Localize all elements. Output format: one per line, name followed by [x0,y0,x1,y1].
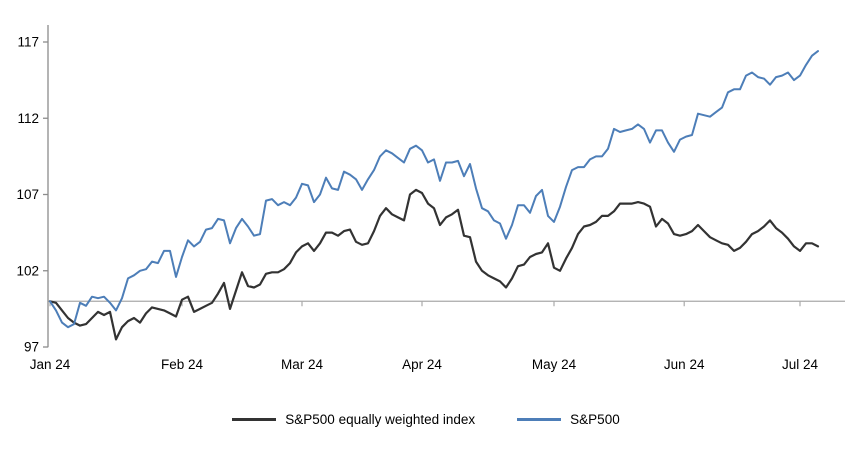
y-tick-label: 102 [16,263,39,278]
x-tick-label: Jan 24 [30,357,71,372]
legend-item-equal-weight: S&P500 equally weighted index [232,412,475,427]
x-tick-label: Mar 24 [281,357,324,372]
x-tick-label: Jul 24 [782,357,819,372]
y-tick-label: 97 [24,340,39,355]
legend-item-sp500: S&P500 [517,412,620,427]
y-tick-label: 107 [16,187,39,202]
sp500-series-line [49,50,819,329]
x-tick-label: Feb 24 [161,357,204,372]
legend-label-sp500: S&P500 [570,412,620,427]
x-tick-label: May 24 [532,357,577,372]
y-tick-label: 117 [17,35,39,50]
equal-weight-line-swatch [232,418,277,421]
x-tick-label: Jun 24 [664,357,705,372]
legend-label-equal-weight: S&P500 equally weighted index [285,412,476,427]
equal-weight-series-line [48,188,820,341]
sp500-line-swatch [517,418,562,421]
chart-legend: S&P500 equally weighted index S&P500 [0,412,852,427]
x-tick-label: Apr 24 [402,357,442,372]
y-tick-label: 112 [17,111,39,126]
